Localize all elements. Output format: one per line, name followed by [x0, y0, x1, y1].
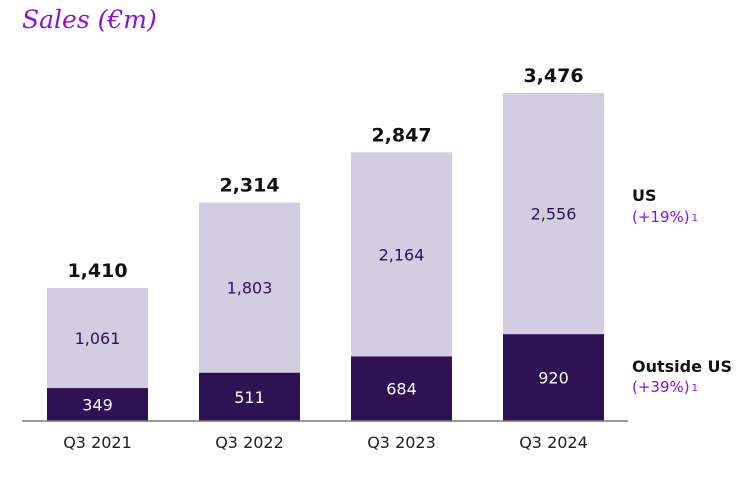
bar-outside-us-1 — [199, 372, 300, 421]
x-tick-label-2: Q3 2023 — [367, 433, 436, 452]
legend-item-outside-us: Outside US (+39%) 1 — [632, 357, 732, 396]
label-us-3: 2,556 — [531, 205, 577, 224]
legend-outside-us-name: Outside US — [632, 357, 732, 376]
bar-outside-us-2 — [351, 356, 452, 421]
total-label-0: 1,410 — [67, 260, 127, 282]
total-label-2: 2,847 — [371, 124, 431, 146]
label-outside-us-3: 920 — [538, 369, 569, 388]
legend-us-name: US — [632, 186, 657, 205]
bar-outside-us-0 — [47, 388, 148, 421]
chart-title: Sales (€m) — [22, 5, 157, 34]
bars-group: 1,061 349 1,410 Q3 2021 1,803 511 2,314 Q3 2022… — [47, 65, 604, 452]
label-outside-us-0: 349 — [82, 396, 113, 415]
bar-us-2 — [351, 152, 452, 357]
legend-us-footnote: 1 — [692, 213, 698, 224]
x-tick-label-0: Q3 2021 — [63, 433, 132, 452]
x-tick-label-1: Q3 2022 — [215, 433, 284, 452]
total-label-1: 2,314 — [219, 175, 279, 197]
label-us-1: 1,803 — [227, 279, 273, 298]
label-outside-us-2: 684 — [386, 380, 417, 399]
legend-item-us: US (+19%) 1 — [632, 186, 698, 226]
label-us-2: 2,164 — [379, 245, 425, 264]
total-label-3: 3,476 — [523, 65, 583, 87]
x-tick-label-3: Q3 2024 — [519, 433, 588, 452]
legend-outside-us-footnote: 1 — [692, 383, 698, 394]
legend-us-growth-line: (+19%) 1 — [632, 208, 698, 226]
bar-us-1 — [199, 202, 300, 373]
label-outside-us-1: 511 — [234, 388, 265, 407]
label-us-0: 1,061 — [75, 329, 121, 348]
legend: US (+19%) 1 Outside US (+39%) 1 — [632, 186, 732, 396]
bar-us-0 — [47, 287, 148, 389]
legend-outside-us-growth-line: (+39%) 1 — [632, 378, 698, 396]
bar-outside-us-3 — [503, 334, 604, 421]
bar-us-3 — [503, 93, 604, 335]
legend-us-growth: (+19%) — [632, 208, 690, 226]
legend-outside-us-growth: (+39%) — [632, 378, 690, 396]
